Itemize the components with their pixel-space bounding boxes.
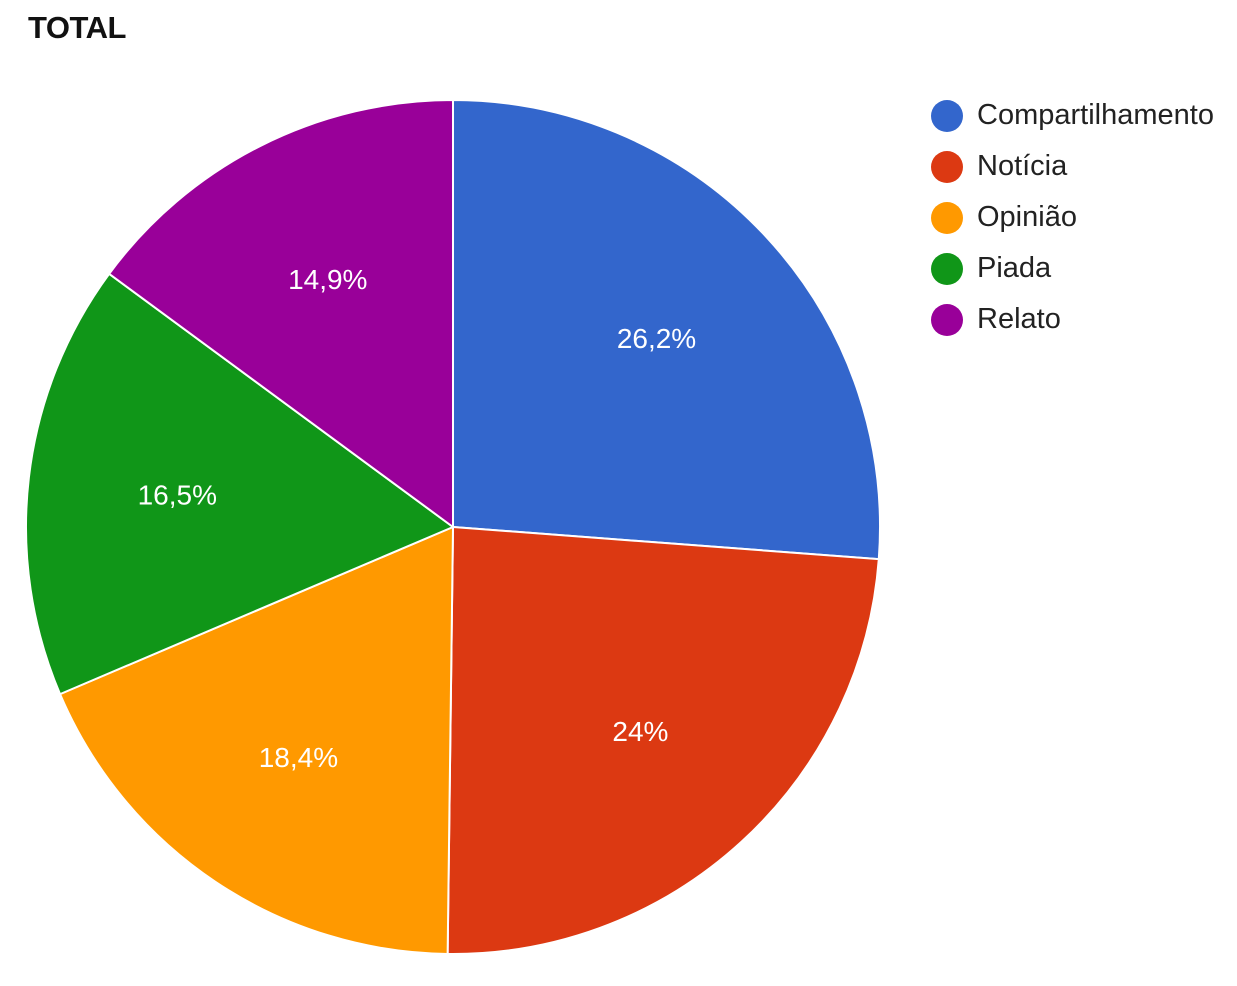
legend-swatch-icon <box>931 201 963 234</box>
legend-label: Relato <box>977 303 1061 335</box>
pie-slice[interactable] <box>58 525 455 955</box>
slice-value-label: 16,5% <box>138 479 217 510</box>
slice-value-label: 14,9% <box>288 264 367 295</box>
legend-item[interactable]: Opinião <box>931 192 1214 243</box>
slice-value-label: 26,2% <box>617 323 696 354</box>
legend-label: Notícia <box>977 150 1068 182</box>
legend-swatch-icon <box>931 150 963 183</box>
legend: Compartilhamento Notícia Opinião Piada Relat… <box>931 90 1214 345</box>
legend-item[interactable]: Relato <box>931 294 1214 345</box>
legend-label: Piada <box>977 252 1052 284</box>
legend-label: Compartilhamento <box>977 99 1214 131</box>
pie-slices <box>24 98 881 955</box>
legend-item[interactable]: Notícia <box>931 141 1214 192</box>
legend-swatch-icon <box>931 99 963 132</box>
pie-slice[interactable] <box>24 272 456 696</box>
pie-slice[interactable] <box>452 98 881 561</box>
legend-item[interactable]: Piada <box>931 243 1214 294</box>
legend-swatch-icon <box>931 303 963 336</box>
slice-value-label: 24% <box>612 716 668 747</box>
legend-label: Opinião <box>977 201 1077 233</box>
pie-slice[interactable] <box>446 525 880 955</box>
slice-value-label: 18,4% <box>259 742 338 773</box>
chart-title: TOTAL <box>28 10 126 45</box>
pie-slice-labels: 26,2% 24% 18,4% 16,5% 14,9% <box>138 264 697 773</box>
legend-swatch-icon <box>931 252 963 285</box>
legend-item[interactable]: Compartilhamento <box>931 90 1214 141</box>
pie-slice[interactable] <box>107 98 454 529</box>
